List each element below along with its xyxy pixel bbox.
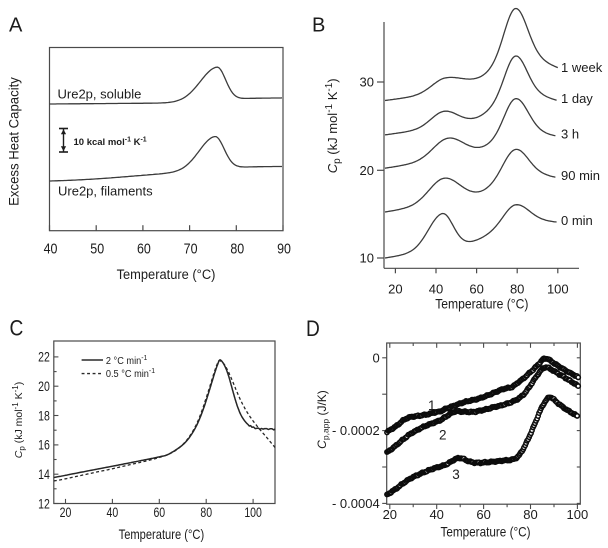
- svg-text:100: 100: [547, 282, 569, 297]
- svg-text:Cp,app (J/K): Cp,app (J/K): [315, 390, 331, 449]
- svg-text:0 min: 0 min: [561, 213, 593, 228]
- svg-text:2 °C min-1: 2 °C min-1: [106, 353, 147, 367]
- svg-text:Cp (kJ mol-1 K-1): Cp (kJ mol-1 K-1): [324, 78, 343, 173]
- svg-text:40: 40: [429, 507, 443, 522]
- svg-text:Temperature (°C): Temperature (°C): [440, 525, 530, 540]
- svg-text:40: 40: [107, 505, 119, 521]
- svg-text:2: 2: [439, 427, 447, 442]
- svg-text:22: 22: [38, 349, 50, 365]
- svg-text:20: 20: [360, 163, 374, 178]
- svg-text:12: 12: [38, 496, 50, 512]
- svg-text:60: 60: [153, 505, 165, 521]
- svg-text:D: D: [306, 316, 320, 341]
- svg-text:20: 20: [38, 379, 50, 395]
- svg-text:Excess Heat Capacity: Excess Heat Capacity: [6, 77, 21, 206]
- svg-text:B: B: [312, 15, 325, 37]
- svg-text:10 kcal mol-1 K-1: 10 kcal mol-1 K-1: [74, 137, 147, 149]
- svg-text:20: 20: [383, 507, 397, 522]
- svg-text:30: 30: [360, 75, 374, 90]
- svg-text:0: 0: [372, 350, 379, 365]
- svg-text:3: 3: [452, 467, 460, 482]
- svg-text:40: 40: [429, 282, 443, 297]
- svg-text:80: 80: [200, 505, 212, 521]
- svg-text:60: 60: [469, 282, 483, 297]
- svg-text:- 0.0004: - 0.0004: [332, 496, 380, 511]
- svg-text:60: 60: [137, 239, 151, 256]
- svg-text:C: C: [10, 316, 24, 341]
- svg-text:1: 1: [428, 398, 436, 413]
- svg-text:Temperature (°C): Temperature (°C): [435, 296, 528, 312]
- svg-text:100: 100: [244, 505, 262, 521]
- svg-text:80: 80: [510, 282, 524, 297]
- svg-text:3 h: 3 h: [561, 126, 579, 141]
- svg-text:0.5 °C min-1: 0.5 °C min-1: [106, 366, 155, 380]
- svg-text:20: 20: [388, 282, 402, 297]
- svg-text:20: 20: [60, 505, 72, 521]
- svg-text:90: 90: [277, 239, 291, 256]
- svg-text:Cp (kJ mol-1 K-1): Cp (kJ mol-1 K-1): [11, 382, 26, 458]
- svg-text:16: 16: [38, 437, 50, 453]
- svg-text:1 week: 1 week: [561, 60, 603, 75]
- svg-text:A: A: [9, 15, 23, 37]
- svg-text:90 min: 90 min: [561, 168, 600, 183]
- svg-text:40: 40: [44, 239, 58, 256]
- svg-text:80: 80: [523, 507, 537, 522]
- svg-text:80: 80: [230, 239, 244, 256]
- svg-text:60: 60: [476, 507, 490, 522]
- svg-text:18: 18: [38, 408, 50, 424]
- svg-text:70: 70: [184, 239, 198, 256]
- svg-text:1 day: 1 day: [561, 91, 593, 106]
- svg-text:50: 50: [90, 239, 104, 256]
- svg-text:Ure2p, soluble: Ure2p, soluble: [58, 87, 142, 102]
- svg-text:10: 10: [360, 251, 374, 266]
- svg-text:Temperature (°C): Temperature (°C): [119, 527, 205, 542]
- svg-text:Temperature (°C): Temperature (°C): [117, 267, 216, 283]
- svg-text:100: 100: [567, 507, 589, 522]
- svg-text:Ure2p, filaments: Ure2p, filaments: [58, 184, 153, 199]
- svg-text:14: 14: [38, 467, 50, 483]
- svg-text:- 0.0002: - 0.0002: [332, 423, 380, 438]
